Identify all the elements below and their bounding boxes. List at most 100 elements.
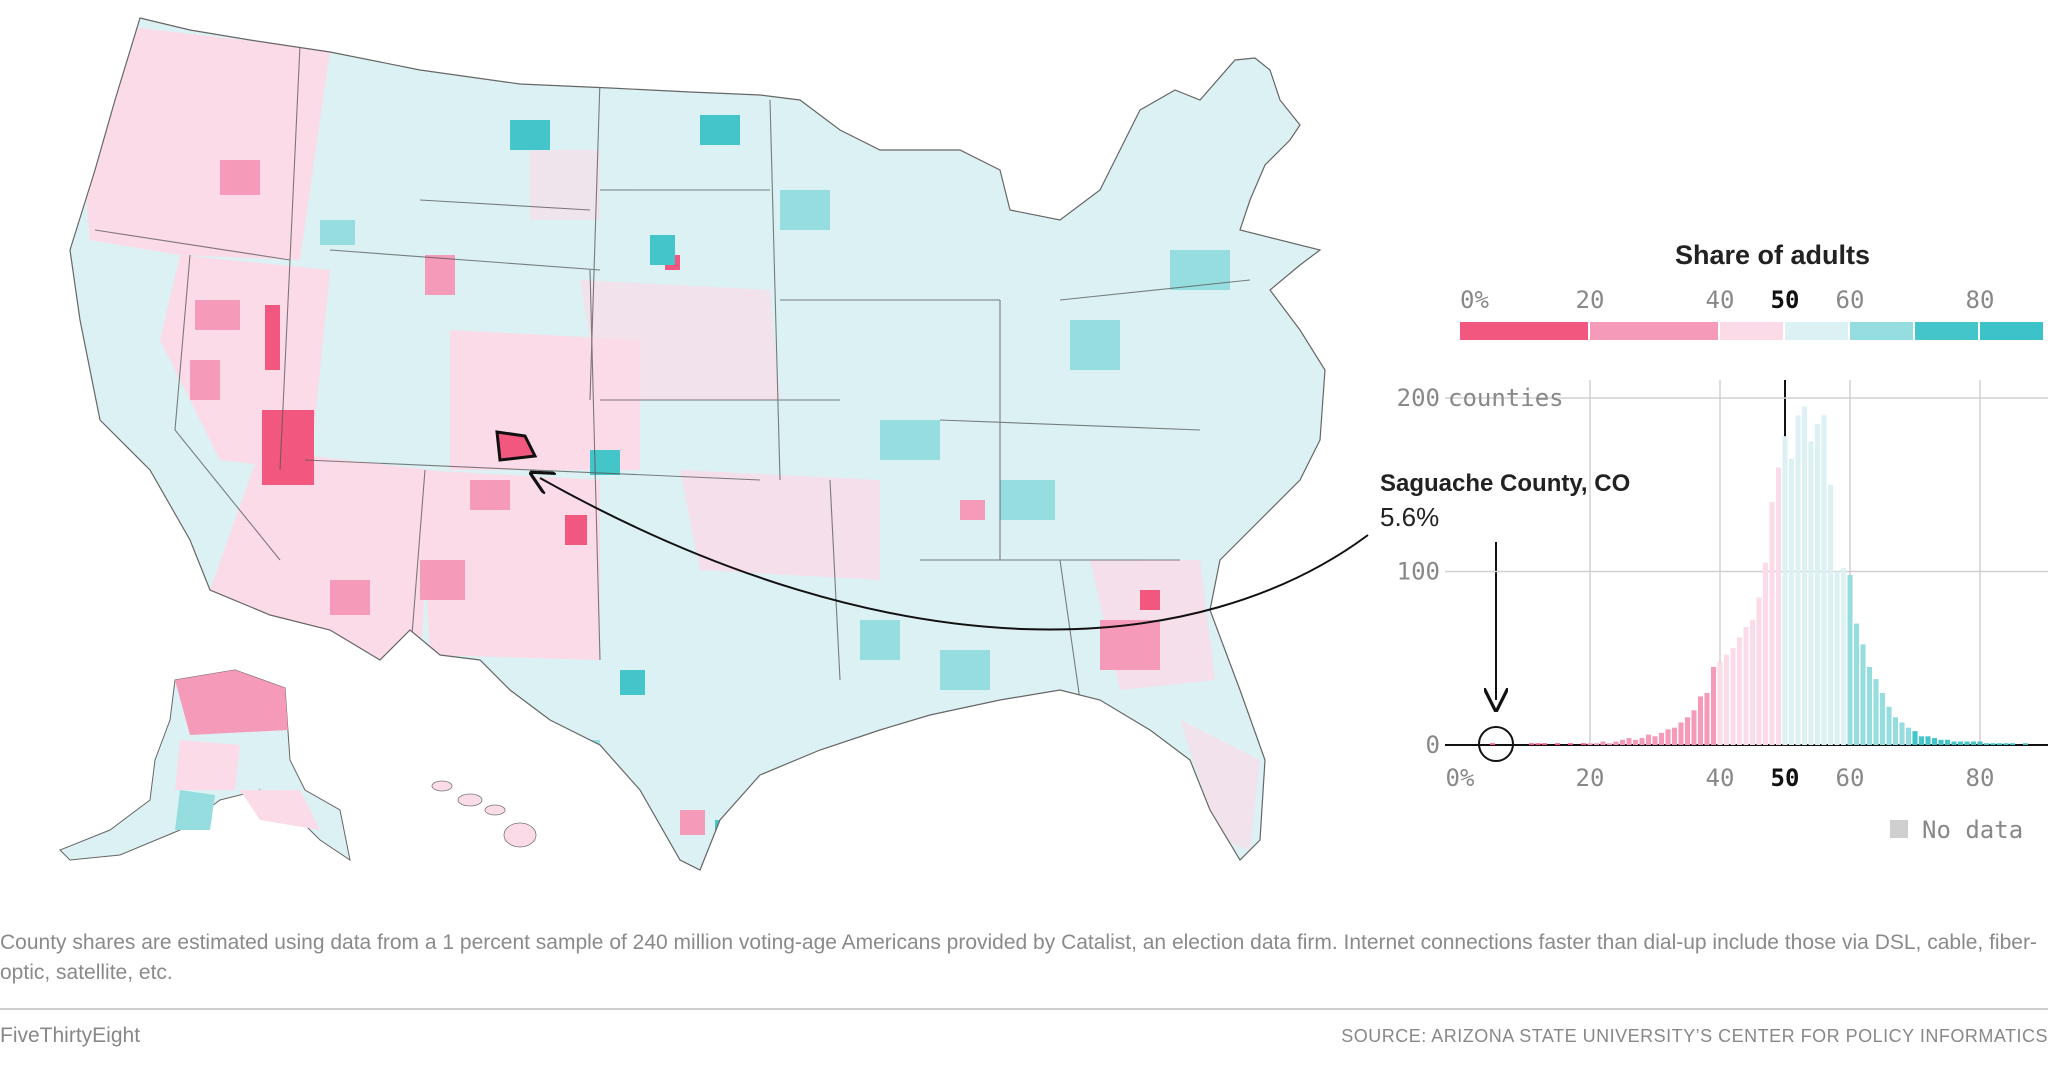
- histogram-bar: [1957, 741, 1964, 745]
- histogram-bar: [1853, 623, 1860, 745]
- histogram-bar: [1931, 738, 1938, 745]
- histogram-bar: [1489, 743, 1496, 745]
- histogram-bar: [1704, 692, 1710, 745]
- x-tick-label: 80: [1966, 764, 1995, 792]
- legend-tick-label: 40: [1706, 286, 1735, 314]
- histogram-bar: [1925, 736, 1931, 745]
- histogram-bar: [1801, 406, 1808, 745]
- no-data-swatch: [1890, 820, 1908, 838]
- histogram-bar: [1840, 568, 1847, 745]
- histogram-bar: [1814, 424, 1821, 745]
- no-data-legend: No data: [1890, 816, 2023, 844]
- histogram-bar: [1899, 722, 1905, 745]
- footnote: County shares are estimated using data f…: [0, 931, 2037, 984]
- histogram-bar: [1749, 620, 1756, 745]
- legend-color-bin: [1460, 322, 1588, 340]
- histogram-bar: [1587, 743, 1593, 745]
- histogram-bar: [1535, 743, 1541, 745]
- legend-tick-label: 60: [1836, 286, 1865, 314]
- histogram-bar: [1736, 637, 1743, 745]
- histogram-bar: [1821, 415, 1827, 745]
- histogram-bar: [1938, 739, 1944, 745]
- histogram-bar: [1743, 627, 1749, 745]
- histogram-bar: [1671, 727, 1678, 745]
- histogram-bar: [1580, 743, 1587, 745]
- histogram-bar: [1788, 458, 1795, 745]
- histogram-bar: [1541, 743, 1548, 745]
- source-label: SOURCE: ARIZONA STATE UNIVERSITY’S CENTE…: [1341, 1026, 2048, 1046]
- histogram-bar: [1964, 741, 1970, 745]
- histogram-bar: [1697, 696, 1704, 745]
- histogram-bar: [2022, 743, 2029, 745]
- x-tick-label: 20: [1576, 764, 1605, 792]
- histogram-bar: [1652, 736, 1658, 745]
- histogram-bar: [2003, 743, 2009, 745]
- legend-tick-label: 80: [1966, 286, 1995, 314]
- legend-tick-label: 50: [1771, 286, 1800, 314]
- histogram-bar: [1554, 743, 1561, 745]
- histogram-bar: [1691, 710, 1697, 745]
- histogram-bar: [1782, 436, 1788, 745]
- histogram-bar: [1944, 739, 1951, 745]
- histogram-bar: [1775, 467, 1782, 745]
- histogram-bar: [1866, 666, 1873, 745]
- histogram-bar: [2009, 743, 2016, 745]
- legend-color-bin: [1915, 322, 1978, 340]
- histogram-bar: [1684, 717, 1691, 745]
- callout-county-name: Saguache County, CO: [1380, 470, 1631, 497]
- legend-tick-label: 0%: [1460, 286, 1489, 314]
- legend-color-bin: [1720, 322, 1783, 340]
- histogram-bar: [1905, 727, 1912, 745]
- histogram-bar: [1860, 644, 1866, 745]
- histogram-bar: [1827, 484, 1834, 745]
- legend-color-bin: [1980, 322, 2043, 340]
- histogram-bar: [1847, 574, 1853, 745]
- histogram-bar: [1977, 741, 1983, 745]
- us-county-map: [59, 17, 1326, 871]
- legend-color-bin: [1590, 322, 1718, 340]
- y-tick-unit: counties: [1448, 384, 1564, 412]
- x-tick-label: 50: [1771, 764, 1800, 792]
- histogram-bar: [1606, 743, 1613, 745]
- x-tick-label: 60: [1836, 764, 1865, 792]
- histogram-bar: [1795, 415, 1801, 745]
- histogram-bar: [1619, 739, 1626, 745]
- histogram-bar: [1717, 661, 1723, 745]
- histogram-bar: [1639, 738, 1645, 745]
- histogram-bar: [1626, 738, 1632, 745]
- histogram-bar: [1756, 597, 1762, 745]
- histogram-bar: [1996, 743, 2003, 745]
- histogram-bar: [1567, 743, 1574, 745]
- legend-color-bin: [1785, 322, 1848, 340]
- histogram-bar: [1710, 666, 1717, 745]
- histogram-bar: [1892, 717, 1899, 745]
- histogram-bar: [1808, 441, 1814, 745]
- histogram-bar: [1886, 706, 1892, 745]
- histogram-bar: [1769, 502, 1775, 745]
- histogram-bar: [1665, 729, 1671, 745]
- histogram-bar: [1918, 736, 1925, 745]
- y-tick-label: 0: [1426, 731, 1440, 759]
- divider: [0, 1008, 2048, 1010]
- histogram-bar: [1730, 647, 1736, 745]
- histogram-bar: [1645, 734, 1652, 745]
- brand-label: FiveThirtyEight: [0, 1024, 141, 1047]
- legend-title: Share of adults: [1675, 240, 1871, 270]
- callout-county-value: 5.6%: [1380, 502, 1440, 532]
- histogram-bar: [1658, 732, 1665, 745]
- y-tick-label: 200: [1397, 384, 1440, 412]
- alaska-inset: [59, 669, 351, 862]
- histogram-bar: [1970, 741, 1977, 745]
- legend-tick-label: 20: [1576, 286, 1605, 314]
- histogram-bar: [1723, 654, 1730, 745]
- histogram-bar: [1613, 741, 1619, 745]
- histogram-bar: [1951, 741, 1957, 745]
- histogram-bar: [1593, 743, 1600, 745]
- histogram-bar: [1528, 743, 1535, 745]
- histogram-bar: [1678, 722, 1684, 745]
- y-tick-label: 100: [1397, 558, 1440, 586]
- histogram-bar: [1912, 731, 1918, 745]
- histogram-bar: [1983, 743, 1990, 745]
- histogram-bar: [1762, 562, 1769, 745]
- no-data-label: No data: [1922, 816, 2024, 844]
